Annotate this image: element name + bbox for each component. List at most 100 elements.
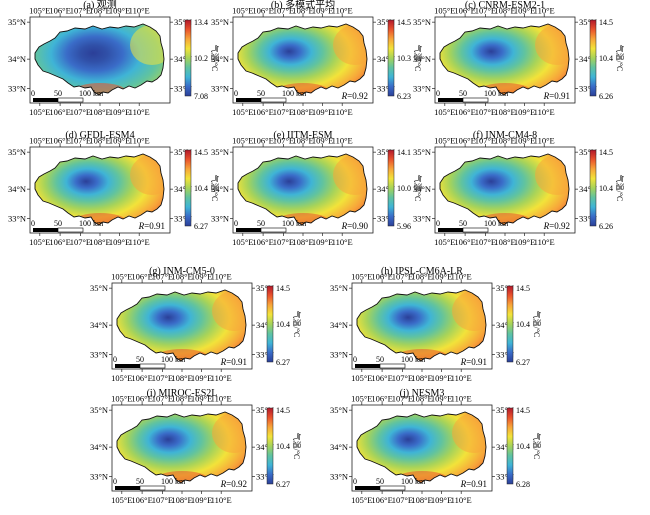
scale-bar-white (139, 485, 166, 491)
scale-bar-label: 0 (436, 219, 440, 228)
y-tick-label-right: 34°N (377, 54, 395, 64)
x-tick-label-bottom: 106°E (49, 237, 70, 247)
y-tick-label-left: 33°N (211, 213, 229, 223)
scale-bar-label: 100 km (161, 355, 186, 364)
x-tick-label-top: 105°E (351, 272, 372, 282)
y-tick-label-left: 33°N (211, 83, 229, 93)
scale-bar-label: 0 (113, 477, 117, 486)
scale-bar-white (462, 227, 489, 233)
scale-bar-black (355, 486, 380, 490)
x-tick-label-top: 106°E (454, 6, 475, 16)
x-tick-label-top: 107°E (70, 6, 91, 16)
map-panel: (a) 观测105°E105°E106°E106°E107°E107°E108°… (8, 0, 220, 117)
x-tick-label-bottom: 105°E (111, 495, 132, 505)
scale-bar-white (379, 485, 406, 491)
x-tick-label-bottom: 105°E (434, 107, 455, 117)
colorbar-label: 气温/°C (292, 433, 302, 460)
y-tick-label-right: 35°N (256, 405, 274, 415)
colorbar-max: 14.5 (599, 148, 613, 157)
x-tick-label-top: 107°E (273, 6, 294, 16)
x-tick-label-bottom: 109°E (431, 373, 452, 383)
x-tick-label-bottom: 105°E (232, 237, 253, 247)
x-tick-label-bottom: 109°E (514, 237, 535, 247)
x-tick-label-top: 108°E (171, 394, 192, 404)
correlation-symbol: R (341, 221, 348, 231)
x-tick-label-top: 108°E (292, 6, 313, 16)
south-warm-patch (74, 83, 126, 95)
y-tick-label-right: 33°N (377, 213, 395, 223)
colorbar (506, 285, 514, 363)
colorbar-label: 气温/°C (532, 311, 542, 338)
scale-bar-black (438, 228, 463, 232)
scale-bar-label: 50 (136, 477, 144, 486)
x-tick-label-top: 106°E (454, 136, 475, 146)
x-tick-label-bottom: 110°E (451, 495, 472, 505)
map-panel: (e) IITM-ESM105°E105°E106°E106°E107°E107… (211, 130, 423, 247)
scale-bar-label: 0 (234, 89, 238, 98)
x-tick-label-top: 108°E (89, 136, 110, 146)
correlation-label: R=0.91 (460, 479, 487, 489)
x-tick-label-top: 109°E (431, 394, 452, 404)
x-tick-label-bottom: 109°E (514, 107, 535, 117)
x-tick-label-top: 109°E (109, 136, 130, 146)
x-tick-label-bottom: 106°E (252, 107, 273, 117)
map-panel: (b) 多模式平均105°E105°E106°E106°E107°E107°E1… (211, 0, 423, 117)
x-tick-label-bottom: 108°E (494, 107, 515, 117)
colorbar-label: 气温/°C (210, 175, 220, 202)
y-tick-label-right: 33°N (579, 83, 597, 93)
panel-title: (c) CNRM-ESM2-1 (465, 0, 545, 11)
y-tick-label-right: 35°N (496, 283, 514, 293)
y-tick-label-right: 33°N (496, 471, 514, 481)
scale-bar-label: 100 km (401, 355, 426, 364)
x-tick-label-top: 106°E (252, 6, 273, 16)
colorbar-min: 6.27 (516, 358, 530, 367)
correlation-label: R=0.92 (220, 479, 247, 489)
y-tick-label-left: 34°N (90, 320, 108, 330)
x-tick-label-top: 107°E (392, 394, 413, 404)
x-tick-label-bottom: 108°E (292, 107, 313, 117)
correlation-value: =0.92 (347, 91, 368, 101)
correlation-label: R=0.90 (341, 221, 369, 231)
scale-bar-label: 0 (353, 355, 357, 364)
colorbar-mid: 10.0 (397, 184, 411, 193)
scale-bar-label: 50 (257, 219, 265, 228)
x-tick-label-bottom: 110°E (534, 237, 555, 247)
y-tick-label-right: 35°N (256, 283, 274, 293)
x-tick-label-bottom: 107°E (152, 373, 173, 383)
x-tick-label-top: 108°E (89, 6, 110, 16)
x-tick-label-bottom: 110°E (211, 495, 232, 505)
y-tick-label-left: 34°N (90, 442, 108, 452)
x-tick-label-top: 110°E (451, 394, 472, 404)
x-tick-label-bottom: 109°E (312, 237, 333, 247)
colorbar-max: 14.1 (397, 148, 411, 157)
south-warm-patch (277, 83, 329, 95)
correlation-label: R=0.92 (543, 221, 570, 231)
south-warm-patch (156, 471, 208, 483)
scale-bar-label: 50 (257, 89, 265, 98)
south-warm-patch (156, 349, 208, 361)
x-tick-label-top: 105°E (29, 136, 50, 146)
x-tick-label-bottom: 107°E (392, 495, 413, 505)
y-tick-label-left: 34°N (211, 184, 229, 194)
x-tick-label-top: 108°E (171, 272, 192, 282)
x-tick-label-top: 108°E (411, 272, 432, 282)
colorbar-max: 13.4 (194, 18, 208, 27)
scale-bar-label: 50 (459, 219, 467, 228)
x-tick-label-bottom: 107°E (152, 495, 173, 505)
x-tick-label-bottom: 105°E (351, 495, 372, 505)
region-outline (356, 411, 487, 484)
x-tick-label-bottom: 105°E (29, 237, 50, 247)
y-tick-label-left: 34°N (330, 320, 348, 330)
correlation-symbol: R (341, 91, 348, 101)
colorbar-min: 7.08 (194, 92, 208, 101)
y-tick-label-right: 35°N (579, 17, 597, 27)
x-tick-label-top: 110°E (534, 6, 555, 16)
scale-bar-label: 50 (376, 477, 384, 486)
y-tick-label-left: 35°N (8, 17, 26, 27)
x-tick-label-top: 105°E (111, 272, 132, 282)
x-tick-label-top: 108°E (411, 394, 432, 404)
colorbar-max: 14.5 (276, 284, 290, 293)
y-tick-label-right: 34°N (496, 320, 514, 330)
scale-bar-black (236, 98, 261, 102)
colorbar-max: 14.5 (516, 284, 530, 293)
